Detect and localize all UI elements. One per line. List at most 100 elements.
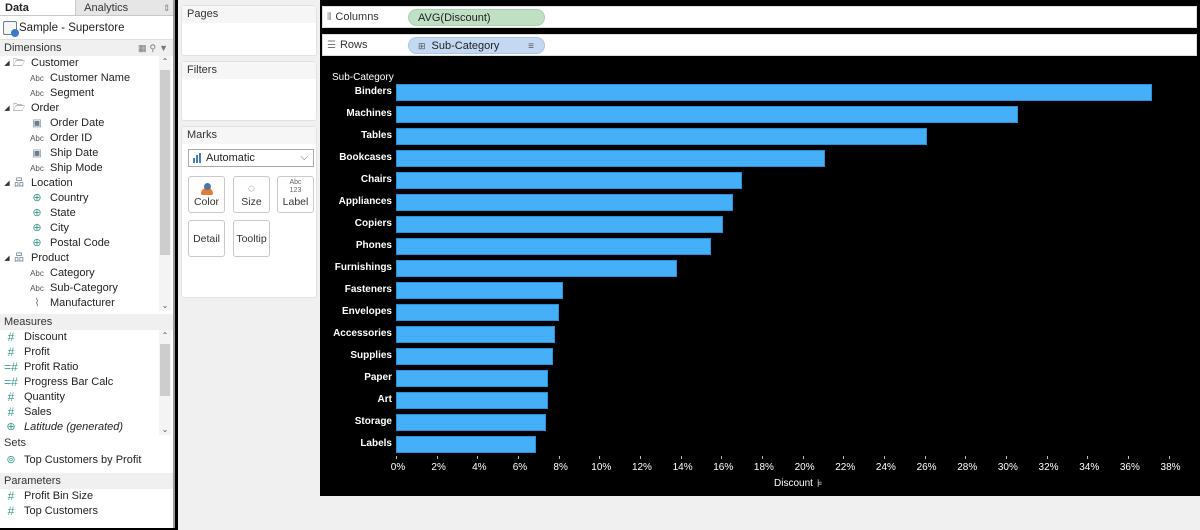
category-label[interactable]: Fasteners	[344, 284, 392, 295]
bar-mark[interactable]	[396, 238, 712, 255]
field-order-date[interactable]: ▣ Order Date	[0, 116, 173, 131]
category-label[interactable]: Phones	[355, 240, 392, 251]
field-category[interactable]: Abc Category	[0, 266, 173, 281]
sort-icon[interactable]: ⊧	[816, 478, 823, 490]
pages-card[interactable]: Pages	[181, 5, 317, 56]
category-label[interactable]: Furnishings	[334, 262, 392, 273]
sort-descending-icon[interactable]: ≡	[528, 41, 534, 52]
menu-dropdown-icon[interactable]: ▼	[159, 43, 168, 53]
rows-shelf[interactable]: ☰ Rows ⊞ Sub-Category ≡	[322, 34, 1197, 56]
hierarchy-location[interactable]: ◢ 品 Location	[0, 176, 173, 191]
field-ship-mode[interactable]: Abc Ship Mode	[0, 161, 173, 176]
datasource-item[interactable]: Sample - Superstore	[0, 16, 173, 40]
folder-customer[interactable]: ◢ 🗁 Customer	[0, 56, 173, 71]
category-label[interactable]: Tables	[361, 130, 392, 141]
set-top-customers-by-profit[interactable]: ⊚ Top Customers by Profit	[0, 451, 173, 469]
bar-mark[interactable]	[396, 128, 927, 145]
field-profit-ratio[interactable]: =# Profit Ratio	[0, 360, 173, 375]
bar-mark[interactable]	[396, 106, 1019, 123]
field-order-id[interactable]: Abc Order ID	[0, 131, 173, 146]
field-latitude-generated[interactable]: ⊕ Latitude (generated)	[0, 420, 173, 435]
bar-mark[interactable]	[396, 436, 537, 453]
status-strip	[178, 496, 1200, 530]
folder-order[interactable]: ◢ 🗁 Order	[0, 101, 173, 116]
pane-resize-grip-icon[interactable]: ⇕	[162, 3, 171, 13]
param-profit-bin-size[interactable]: # Profit Bin Size	[0, 489, 173, 504]
bar-mark[interactable]	[396, 150, 825, 167]
label-button[interactable]: Abc 123 Label	[277, 176, 314, 213]
bar-mark[interactable]	[396, 216, 724, 233]
scroll-up-icon[interactable]: ⌃	[161, 57, 169, 66]
collapse-triangle-icon[interactable]: ◢	[4, 60, 10, 67]
color-button[interactable]: Color	[188, 176, 225, 213]
bar-mark[interactable]	[396, 260, 677, 277]
filters-card[interactable]: Filters	[181, 61, 317, 121]
field-progress-bar-calc[interactable]: =# Progress Bar Calc	[0, 375, 173, 390]
category-label[interactable]: Envelopes	[341, 306, 392, 317]
columns-shelf[interactable]: ⦀ Columns AVG(Discount)	[322, 6, 1197, 28]
field-quantity[interactable]: # Quantity	[0, 390, 173, 405]
x-tick-label: 6%	[512, 462, 528, 473]
scroll-thumb[interactable]	[160, 70, 170, 255]
category-label[interactable]: Storage	[354, 416, 392, 427]
avg-discount-pill[interactable]: AVG(Discount)	[408, 9, 545, 26]
bar-mark[interactable]	[396, 84, 1153, 101]
dimensions-scrollbar[interactable]: ⌃ ⌄	[159, 56, 171, 311]
bar-mark[interactable]	[396, 304, 559, 321]
scroll-down-icon[interactable]: ⌄	[161, 425, 169, 434]
measures-scrollbar[interactable]: ⌃ ⌄	[159, 330, 171, 435]
field-ship-date[interactable]: ▣ Ship Date	[0, 146, 173, 161]
field-country[interactable]: ⊕ Country	[0, 191, 173, 206]
field-discount[interactable]: # Discount	[0, 330, 173, 345]
string-abc-icon: Abc	[30, 89, 44, 98]
field-sales[interactable]: # Sales	[0, 405, 173, 420]
field-customer-name[interactable]: Abc Customer Name	[0, 71, 173, 86]
category-label[interactable]: Supplies	[350, 350, 392, 361]
category-label[interactable]: Binders	[354, 86, 392, 97]
category-label[interactable]: Copiers	[354, 218, 392, 229]
tab-data[interactable]: Data	[0, 0, 77, 15]
scroll-down-icon[interactable]: ⌄	[161, 301, 169, 310]
field-profit[interactable]: # Profit	[0, 345, 173, 360]
data-pane: Data Analytics ⇕ Sample - Superstore Dim…	[0, 0, 175, 528]
category-label[interactable]: Chairs	[360, 174, 392, 185]
bar-mark[interactable]	[396, 326, 555, 343]
detail-button[interactable]: Detail	[188, 220, 225, 257]
category-label[interactable]: Machines	[346, 108, 392, 119]
hierarchy-product[interactable]: ◢ 品 Product	[0, 251, 173, 266]
mark-type-dropdown[interactable]: Automatic ⌵	[188, 149, 314, 167]
search-icon[interactable]: ⚲	[149, 43, 157, 53]
category-label[interactable]: Appliances	[338, 196, 392, 207]
collapse-triangle-icon[interactable]: ◢	[4, 105, 10, 112]
bar-mark[interactable]	[396, 194, 734, 211]
category-label[interactable]: Bookcases	[339, 152, 392, 163]
collapse-triangle-icon[interactable]: ◢	[4, 255, 10, 262]
bar-mark[interactable]	[396, 370, 549, 387]
sub-category-pill[interactable]: ⊞ Sub-Category ≡	[408, 37, 545, 54]
field-manufacturer[interactable]: ⌇ Manufacturer	[0, 296, 173, 311]
bar-mark[interactable]	[396, 282, 563, 299]
scroll-thumb[interactable]	[160, 344, 170, 396]
category-label[interactable]: Labels	[360, 438, 392, 449]
bar-mark[interactable]	[396, 392, 549, 409]
category-label[interactable]: Art	[377, 394, 392, 405]
field-segment[interactable]: Abc Segment	[0, 86, 173, 101]
view-toggle-icon[interactable]: ▦	[137, 43, 147, 53]
x-axis-title[interactable]: Discount ⊧	[774, 478, 823, 490]
tab-analytics[interactable]: Analytics	[84, 2, 129, 14]
collapse-triangle-icon[interactable]: ◢	[4, 180, 10, 187]
category-label[interactable]: Paper	[364, 372, 392, 383]
scroll-up-icon[interactable]: ⌃	[161, 331, 169, 340]
field-city[interactable]: ⊕ City	[0, 221, 173, 236]
tooltip-button[interactable]: Tooltip	[233, 220, 270, 257]
expand-plus-icon[interactable]: ⊞	[418, 41, 426, 51]
param-top-customers[interactable]: # Top Customers	[0, 504, 173, 519]
category-label[interactable]: Accessories	[333, 328, 392, 339]
field-state[interactable]: ⊕ State	[0, 206, 173, 221]
bar-mark[interactable]	[396, 172, 742, 189]
field-postal-code[interactable]: ⊕ Postal Code	[0, 236, 173, 251]
field-sub-category[interactable]: Abc Sub-Category	[0, 281, 173, 296]
bar-mark[interactable]	[396, 348, 553, 365]
bar-mark[interactable]	[396, 414, 547, 431]
size-button[interactable]: ◌ Size	[233, 176, 270, 213]
